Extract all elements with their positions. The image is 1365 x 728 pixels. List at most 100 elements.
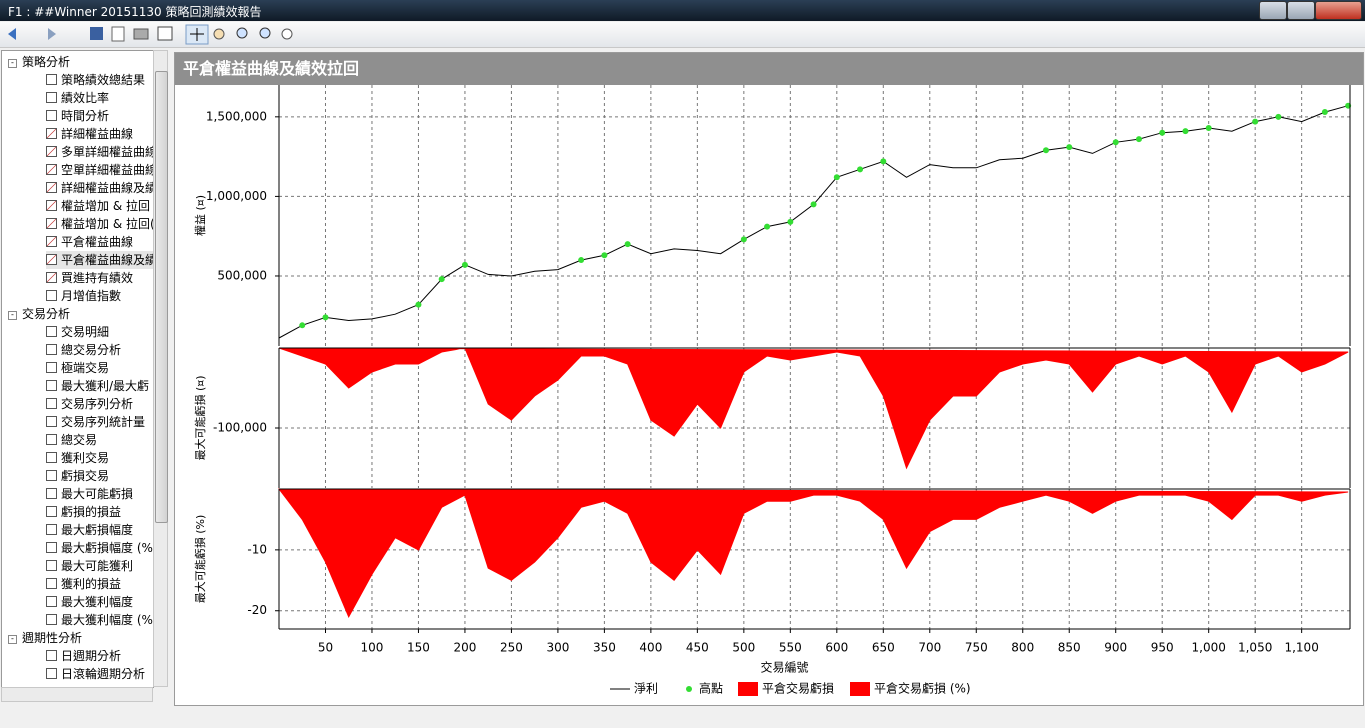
tree-item[interactable]: 多單詳細權益曲線: [46, 143, 154, 161]
horizontal-scrollbar[interactable]: [1, 687, 153, 702]
tree-item[interactable]: 策略績效總結果: [46, 71, 145, 89]
x-tick-label: 400: [639, 641, 662, 655]
high-point: [787, 218, 794, 225]
table-button[interactable]: [157, 26, 173, 41]
high-point: [415, 301, 422, 308]
y-tick-label: -100,000: [213, 421, 267, 435]
item-label: 權益增加 & 拉回: [61, 199, 150, 213]
tree-item[interactable]: 交易序列統計量: [46, 413, 145, 431]
tree-item[interactable]: 詳細權益曲線及績: [46, 179, 153, 197]
tree-item[interactable]: 總交易分析: [46, 341, 121, 359]
tree-item[interactable]: 獲利交易: [46, 449, 109, 467]
tree-item[interactable]: 總交易: [46, 431, 97, 449]
tree-item[interactable]: 空單詳細權益曲線: [46, 161, 154, 179]
item-icon: [46, 650, 57, 661]
tree-item[interactable]: 交易序列分析: [46, 395, 133, 413]
zoom-in-button[interactable]: [236, 27, 248, 39]
tree-item[interactable]: 最大獲利/最大虧: [46, 377, 149, 395]
tree-item[interactable]: 平倉權益曲線及績: [46, 251, 153, 269]
scroll-thumb[interactable]: [155, 71, 168, 523]
tree-item[interactable]: 最大獲利幅度: [46, 593, 133, 611]
item-label: 時間分析: [61, 109, 110, 123]
item-icon: [46, 164, 57, 175]
tree-group[interactable]: - 策略分析: [8, 53, 70, 71]
forward-button[interactable]: [48, 28, 56, 40]
item-icon: [46, 524, 57, 535]
x-tick-label: 550: [779, 641, 802, 655]
close-button[interactable]: [1315, 1, 1362, 20]
x-tick-label: 850: [1058, 641, 1081, 655]
item-label: 權益增加 & 拉回(: [61, 217, 154, 231]
x-tick-label: 50: [318, 641, 333, 655]
item-label: 獲利交易: [61, 451, 110, 465]
y-axis-title: 最大可能虧損 (%): [193, 515, 207, 604]
x-tick-label: 750: [965, 641, 988, 655]
tree-item[interactable]: 平倉權益曲線: [46, 233, 133, 251]
item-label: 平倉權益曲線: [61, 235, 134, 249]
vertical-scrollbar[interactable]: [153, 50, 168, 687]
item-icon: [46, 218, 57, 229]
zoom-out-button[interactable]: [259, 27, 271, 39]
item-label: 多單詳細權益曲線: [61, 145, 154, 159]
tree-item[interactable]: 極端交易: [46, 359, 109, 377]
preview-button[interactable]: [111, 26, 125, 42]
item-label: 交易明細: [61, 325, 110, 339]
tree-item[interactable]: 獲利的損益: [46, 575, 121, 593]
item-icon: [46, 434, 57, 445]
minimize-button[interactable]: [1259, 1, 1287, 20]
item-icon: [46, 380, 57, 391]
tree-item[interactable]: 最大獲利幅度 (%: [46, 611, 153, 629]
tree-item[interactable]: 日滾輪週期分析: [46, 665, 145, 683]
print-button[interactable]: [133, 28, 149, 40]
high-point: [1159, 129, 1166, 136]
tree-item[interactable]: 最大虧損幅度: [46, 521, 133, 539]
group-label: 交易分析: [22, 307, 71, 321]
reset-button[interactable]: [281, 28, 293, 40]
maximize-button[interactable]: [1287, 1, 1315, 20]
high-point: [833, 174, 840, 181]
window-title: F1 : ##Winner 20151130 策略回測績效報告: [8, 5, 262, 19]
tree-item[interactable]: 月增值指數: [46, 287, 121, 305]
high-point: [322, 314, 329, 321]
high-point: [1042, 147, 1049, 154]
back-button[interactable]: [8, 28, 16, 40]
item-icon: [46, 596, 57, 607]
item-label: 最大獲利幅度 (%: [61, 613, 153, 627]
item-icon: [46, 110, 57, 121]
tree-item[interactable]: 權益增加 & 拉回(: [46, 215, 154, 233]
x-axis-title: 交易編號: [760, 660, 808, 675]
high-point: [1112, 139, 1119, 146]
item-icon: [46, 488, 57, 499]
tree-item[interactable]: 最大虧損幅度 (%: [46, 539, 153, 557]
item-label: 最大獲利幅度: [61, 595, 134, 609]
tree-item[interactable]: 時間分析: [46, 107, 109, 125]
x-tick-label: 650: [872, 641, 895, 655]
x-tick-label: 700: [918, 641, 941, 655]
x-tick-label: 950: [1151, 641, 1174, 655]
title-bar: F1 : ##Winner 20151130 策略回測績效報告: [0, 0, 1365, 21]
pan-button[interactable]: [213, 28, 225, 40]
tree-item[interactable]: 買進持有績效: [46, 269, 133, 287]
tree-item[interactable]: 最大可能虧損: [46, 485, 133, 503]
tree-item[interactable]: 交易明細: [46, 323, 109, 341]
item-icon: [46, 560, 57, 571]
tree-item[interactable]: 日週期分析: [46, 647, 121, 665]
item-icon: [46, 542, 57, 553]
x-tick-label: 500: [732, 641, 755, 655]
tree-group[interactable]: - 週期性分析: [8, 629, 82, 647]
x-tick-label: 200: [453, 641, 476, 655]
tree-item[interactable]: 績效比率: [46, 89, 109, 107]
tree-item[interactable]: 詳細權益曲線: [46, 125, 133, 143]
tree-item[interactable]: 虧損交易: [46, 467, 109, 485]
y-axis-title: 最大可能虧損 (¤): [193, 375, 207, 460]
tree-item[interactable]: 權益增加 & 拉回: [46, 197, 150, 215]
tree-item[interactable]: 最大可能獲利: [46, 557, 133, 575]
tree-item[interactable]: 虧損的損益: [46, 503, 121, 521]
item-label: 空單詳細權益曲線: [61, 163, 154, 177]
item-label: 日週期分析: [61, 649, 122, 663]
drawdown-area: [277, 488, 1349, 618]
tree-group[interactable]: - 交易分析: [8, 305, 70, 323]
high-point: [578, 257, 585, 264]
item-icon: [46, 362, 57, 373]
save-button[interactable]: [90, 27, 103, 40]
